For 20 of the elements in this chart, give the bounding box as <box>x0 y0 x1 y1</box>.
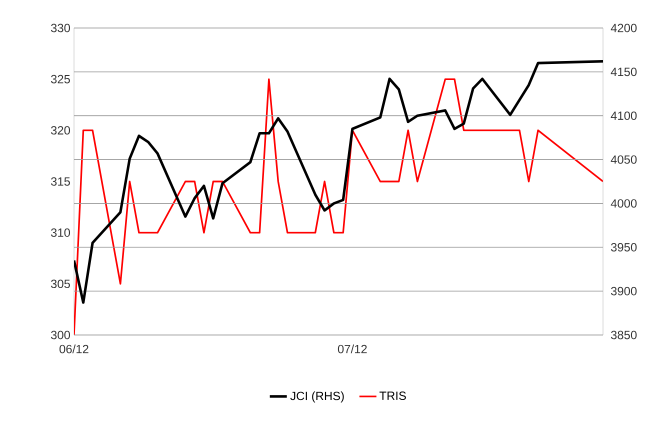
y2-tick-label: 3900 <box>610 286 637 296</box>
y-tick-label: 310 <box>50 228 70 237</box>
y2-tick-label: 4000 <box>610 199 637 208</box>
y2-tick-label: 4050 <box>610 155 637 164</box>
legend-label: JCI (RHS) <box>290 391 344 403</box>
y-tick-label: 315 <box>50 177 70 186</box>
legend-label: TRIS <box>380 392 406 400</box>
y-tick-label: 330 <box>50 24 70 32</box>
y-tick-label: 320 <box>50 126 70 135</box>
y-tick-label: 325 <box>50 74 70 84</box>
y-tick-label: 305 <box>50 280 70 288</box>
y-tick-label: 300 <box>50 330 70 340</box>
y2-tick-label: 3950 <box>610 243 637 252</box>
y2-tick-label: 4150 <box>610 68 637 76</box>
y2-tick-label: 4100 <box>610 111 637 120</box>
y2-tick-label: 4200 <box>610 24 637 32</box>
x-tick-label: 06/12 <box>60 344 88 354</box>
y2-tick-label: 3850 <box>610 330 637 340</box>
line-series <box>74 60 604 304</box>
x-tick-label: 07/12 <box>338 344 367 354</box>
